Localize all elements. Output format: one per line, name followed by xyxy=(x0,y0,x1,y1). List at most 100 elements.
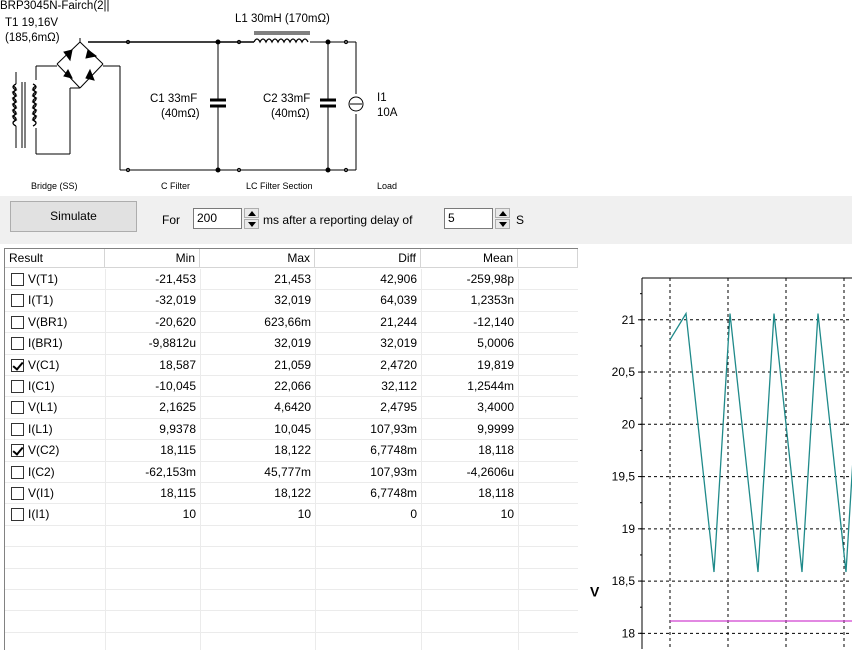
result-name: I(L1) xyxy=(28,421,53,436)
duration-spinner[interactable] xyxy=(244,208,259,229)
result-checkbox[interactable] xyxy=(11,422,24,436)
result-checkbox[interactable] xyxy=(11,444,24,458)
result-checkbox[interactable] xyxy=(11,465,24,479)
cell-diff: 2,4720 xyxy=(380,357,417,372)
capacitor-c1-symbol xyxy=(210,42,226,170)
y-tick-label: 19,5 xyxy=(612,470,636,484)
table-row[interactable]: I(C1) -10,045 22,066 32,112 1,2544m xyxy=(5,376,578,397)
table-row[interactable]: I(T1) -32,019 32,019 64,039 1,2353n xyxy=(5,290,578,311)
table-row[interactable]: V(L1) 2,1625 4,6420 2,4795 3,4000 xyxy=(5,397,578,418)
cell-mean: 19,819 xyxy=(477,357,514,372)
y-tick-label: 21 xyxy=(622,313,636,327)
result-name: V(L1) xyxy=(28,400,58,415)
result-checkbox[interactable] xyxy=(11,337,24,351)
grid-line xyxy=(5,289,578,291)
grid-line xyxy=(5,610,578,612)
i1-label: I1 xyxy=(377,92,387,104)
cell-max: 45,777m xyxy=(264,464,311,479)
duration-up-button[interactable] xyxy=(244,208,259,218)
for-label: For xyxy=(162,213,180,227)
header-max[interactable]: Max xyxy=(200,249,315,268)
simulate-button[interactable]: Simulate xyxy=(10,201,137,232)
grid-line xyxy=(5,439,578,441)
current-source-symbol xyxy=(348,42,364,170)
result-checkbox[interactable] xyxy=(11,315,24,329)
grid-line xyxy=(421,269,422,650)
section-lc-label: LC Filter Section xyxy=(246,181,313,191)
schematic-drawing xyxy=(11,31,364,173)
grid-line xyxy=(5,631,578,633)
table-row[interactable]: V(BR1) -20,620 623,66m 21,244 -12,140 xyxy=(5,312,578,333)
table-row[interactable]: V(I1) 18,115 18,122 6,7748m 18,118 xyxy=(5,483,578,504)
cell-min: 18,115 xyxy=(160,443,196,458)
result-name: I(C1) xyxy=(28,379,55,393)
cell-max: 22,066 xyxy=(274,379,311,393)
cell-diff: 64,039 xyxy=(380,293,417,308)
cell-diff: 21,244 xyxy=(380,314,417,329)
grid-line xyxy=(5,310,578,312)
cell-max: 21,059 xyxy=(274,357,311,372)
cell-diff: 32,019 xyxy=(380,336,417,351)
table-row[interactable]: I(L1) 9,9378 10,045 107,93m 9,9999 xyxy=(5,419,578,440)
result-name: V(C2) xyxy=(28,443,60,458)
delay-up-button[interactable] xyxy=(495,208,510,218)
bridge-part-label: BRP3045N-Fairch(2|| xyxy=(0,0,110,12)
result-checkbox[interactable] xyxy=(11,294,24,308)
cell-mean: 1,2353n xyxy=(470,293,514,308)
result-checkbox[interactable] xyxy=(11,358,24,372)
grid-line xyxy=(5,546,578,548)
c1-esr: (40mΩ) xyxy=(161,108,200,120)
delay-spinner[interactable] xyxy=(495,208,510,229)
header-mean[interactable]: Mean xyxy=(421,249,518,268)
cell-diff: 0 xyxy=(410,507,417,522)
cell-min: 18,115 xyxy=(160,486,196,500)
inductor-label: L1 30mH (170mΩ) xyxy=(235,13,330,25)
grid-line xyxy=(315,269,316,650)
result-name: V(C1) xyxy=(28,357,60,372)
cell-mean: 3,4000 xyxy=(477,400,514,415)
i1-value: 10A xyxy=(377,107,398,119)
result-checkbox[interactable] xyxy=(11,487,24,500)
series-vc1-line xyxy=(669,221,852,573)
grid-line xyxy=(5,332,578,334)
cell-max: 21,453 xyxy=(274,272,311,286)
duration-input[interactable]: 200 xyxy=(193,208,242,229)
c2-esr: (40mΩ) xyxy=(271,108,310,120)
result-checkbox[interactable] xyxy=(11,273,24,286)
section-load-label: Load xyxy=(377,181,398,191)
grid-line xyxy=(5,482,578,483)
result-checkbox[interactable] xyxy=(11,380,24,393)
header-result[interactable]: Result xyxy=(5,249,105,268)
cell-max: 18,122 xyxy=(274,486,311,500)
cell-max: 10 xyxy=(297,507,311,522)
header-diff[interactable]: Diff xyxy=(315,249,421,268)
y-tick-label: 20 xyxy=(622,417,636,431)
grid-line xyxy=(5,524,578,526)
results-table[interactable]: Result Min Max Diff Mean V(T1) -21,453 21,… xyxy=(4,248,578,650)
cell-min: -32,019 xyxy=(155,293,196,308)
cell-diff: 42,906 xyxy=(380,272,417,286)
cell-mean: 1,2544m xyxy=(467,379,514,393)
delay-down-button[interactable] xyxy=(495,219,510,229)
cell-mean: 18,118 xyxy=(478,486,514,500)
header-min[interactable]: Min xyxy=(105,249,200,268)
result-checkbox[interactable] xyxy=(11,401,24,415)
y-axis-label: V xyxy=(590,584,600,600)
grid-line xyxy=(5,460,578,462)
grid-line xyxy=(105,269,106,650)
table-row[interactable]: I(C2) -62,153m 45,777m 107,93m -4,2606u xyxy=(5,462,578,483)
result-name: V(BR1) xyxy=(28,314,68,329)
table-row[interactable]: I(BR1) -9,8812u 32,019 32,019 5,0006 xyxy=(5,333,578,354)
table-row[interactable]: V(T1) -21,453 21,453 42,906 -259,98p xyxy=(5,269,578,290)
capacitor-c2-symbol xyxy=(320,42,336,170)
delay-input[interactable]: 5 xyxy=(444,208,493,229)
table-row[interactable]: V(C2) 18,115 18,122 6,7748m 18,118 xyxy=(5,440,578,461)
simulation-controls: Simulate For 200 ms after a reporting de… xyxy=(0,196,852,244)
result-checkbox[interactable] xyxy=(11,508,24,522)
table-row[interactable]: V(C1) 18,587 21,059 2,4720 19,819 xyxy=(5,355,578,376)
y-tick-label: 20,5 xyxy=(612,365,636,379)
table-row[interactable]: I(I1) 10 10 0 10 xyxy=(5,504,578,525)
duration-down-button[interactable] xyxy=(244,219,259,229)
cell-max: 4,6420 xyxy=(274,400,311,415)
y-tick-label: 18 xyxy=(622,626,636,640)
